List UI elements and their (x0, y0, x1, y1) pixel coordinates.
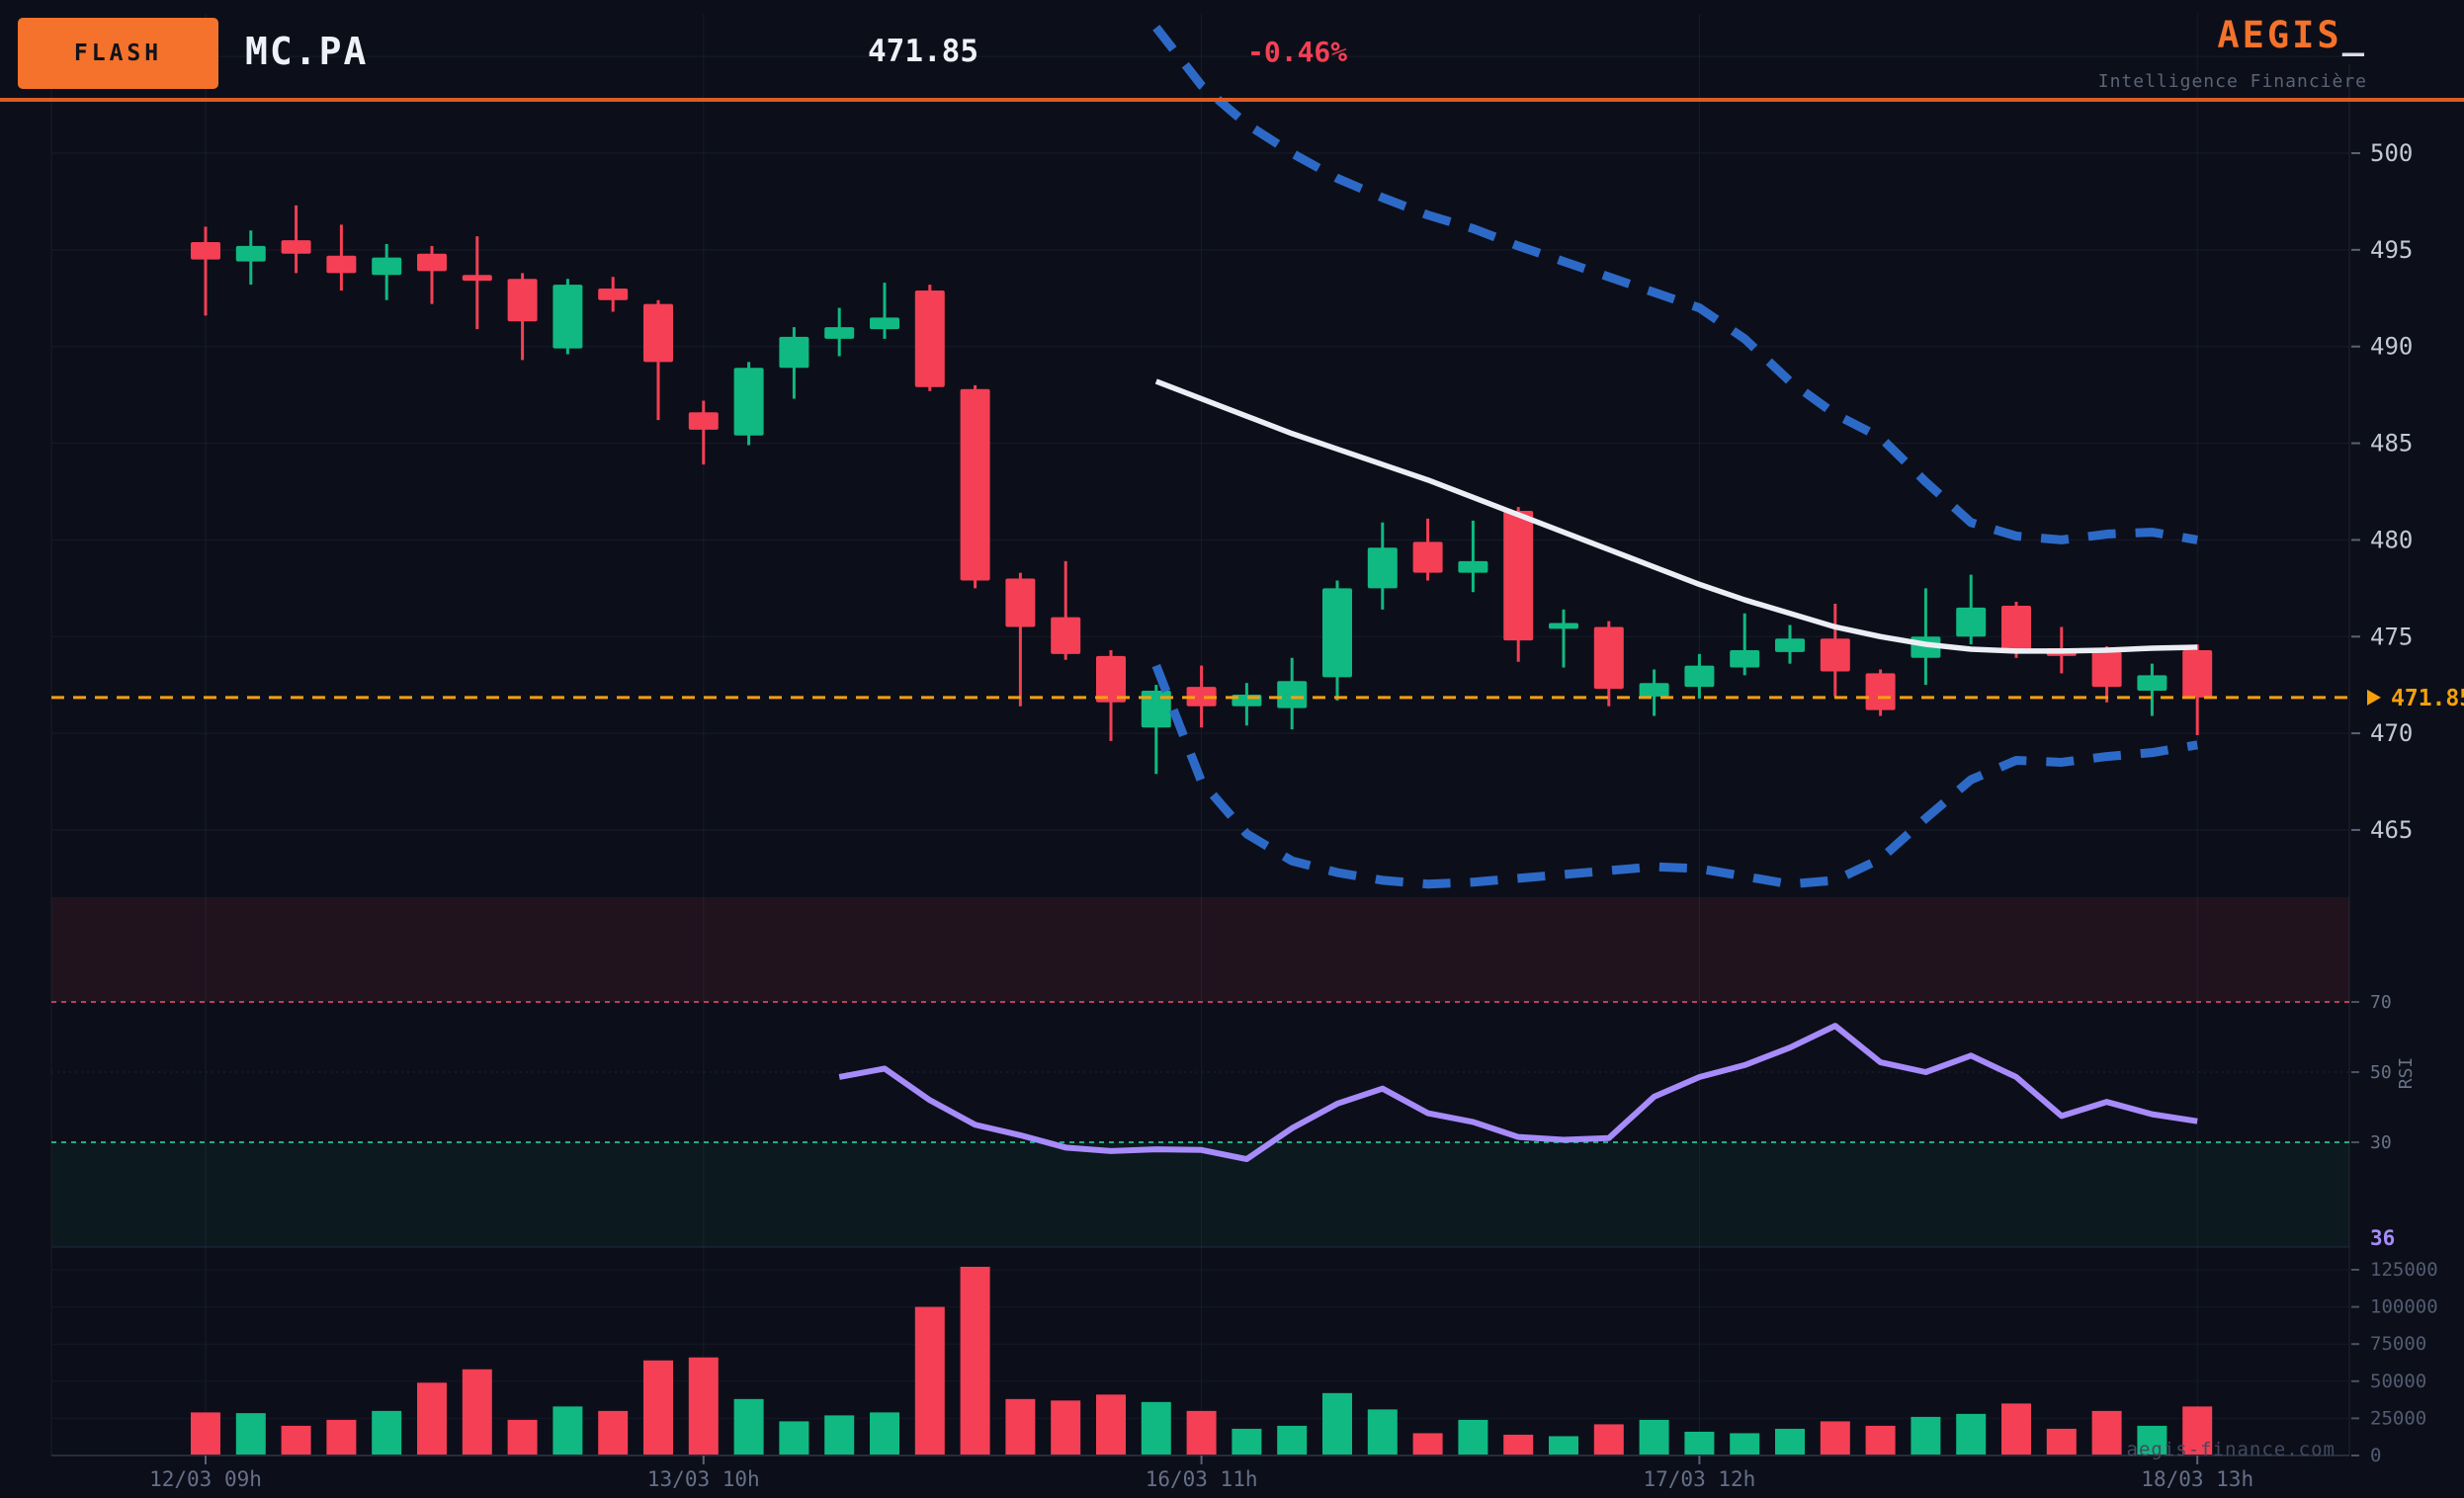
svg-text:50: 50 (2370, 1062, 2392, 1083)
svg-text:465: 465 (2370, 816, 2413, 844)
overlay-layer (51, 25, 2349, 889)
brand-tagline: Intelligence Financière (2097, 71, 2367, 92)
candlestick-layer (191, 205, 2213, 775)
svg-text:50000: 50000 (2370, 1371, 2426, 1392)
svg-text:495: 495 (2370, 236, 2413, 264)
watermark: aegis-finance.com (2126, 1439, 2336, 1460)
svg-text:17/03 12h: 17/03 12h (1644, 1467, 1756, 1491)
svg-text:RSI: RSI (2396, 1057, 2417, 1090)
svg-text:13/03 10h: 13/03 10h (647, 1467, 760, 1491)
brand-text: AEGIS (2217, 14, 2342, 56)
brand-logo: AEGIS_ (2217, 14, 2367, 56)
svg-text:0: 0 (2370, 1445, 2381, 1466)
svg-text:480: 480 (2370, 526, 2413, 553)
last-price: 471.85 (868, 34, 978, 69)
svg-text:475: 475 (2370, 623, 2413, 650)
svg-text:100000: 100000 (2370, 1296, 2438, 1318)
volume-layer (51, 1266, 2349, 1456)
svg-text:36: 36 (2370, 1226, 2395, 1250)
svg-text:470: 470 (2370, 719, 2413, 747)
axis-layer: 500 495 490 485 480 475 470 465 471.85 70 50 30 RSI 3… (149, 139, 2464, 1491)
svg-text:25000: 25000 (2370, 1407, 2426, 1429)
svg-text:30: 30 (2370, 1132, 2392, 1153)
svg-text:70: 70 (2370, 992, 2392, 1013)
rsi-layer (838, 1023, 2198, 1163)
change-percent: -0.46% (1247, 36, 1348, 68)
svg-text:18/03 13h: 18/03 13h (2141, 1467, 2253, 1491)
brand-cursor-icon: _ (2341, 14, 2367, 56)
ticker-symbol: MC.PA (245, 30, 369, 73)
rsi-zones-layer (51, 897, 2349, 1248)
svg-text:471.85: 471.85 (2391, 686, 2464, 711)
svg-text:12/03 09h: 12/03 09h (149, 1467, 262, 1491)
svg-text:485: 485 (2370, 430, 2413, 458)
svg-text:16/03 11h: 16/03 11h (1146, 1467, 1258, 1491)
svg-text:490: 490 (2370, 333, 2413, 361)
header-divider (0, 98, 2464, 102)
svg-text:500: 500 (2370, 139, 2413, 167)
svg-text:125000: 125000 (2370, 1259, 2438, 1281)
svg-text:75000: 75000 (2370, 1333, 2426, 1355)
flash-badge: FLASH (18, 18, 218, 89)
